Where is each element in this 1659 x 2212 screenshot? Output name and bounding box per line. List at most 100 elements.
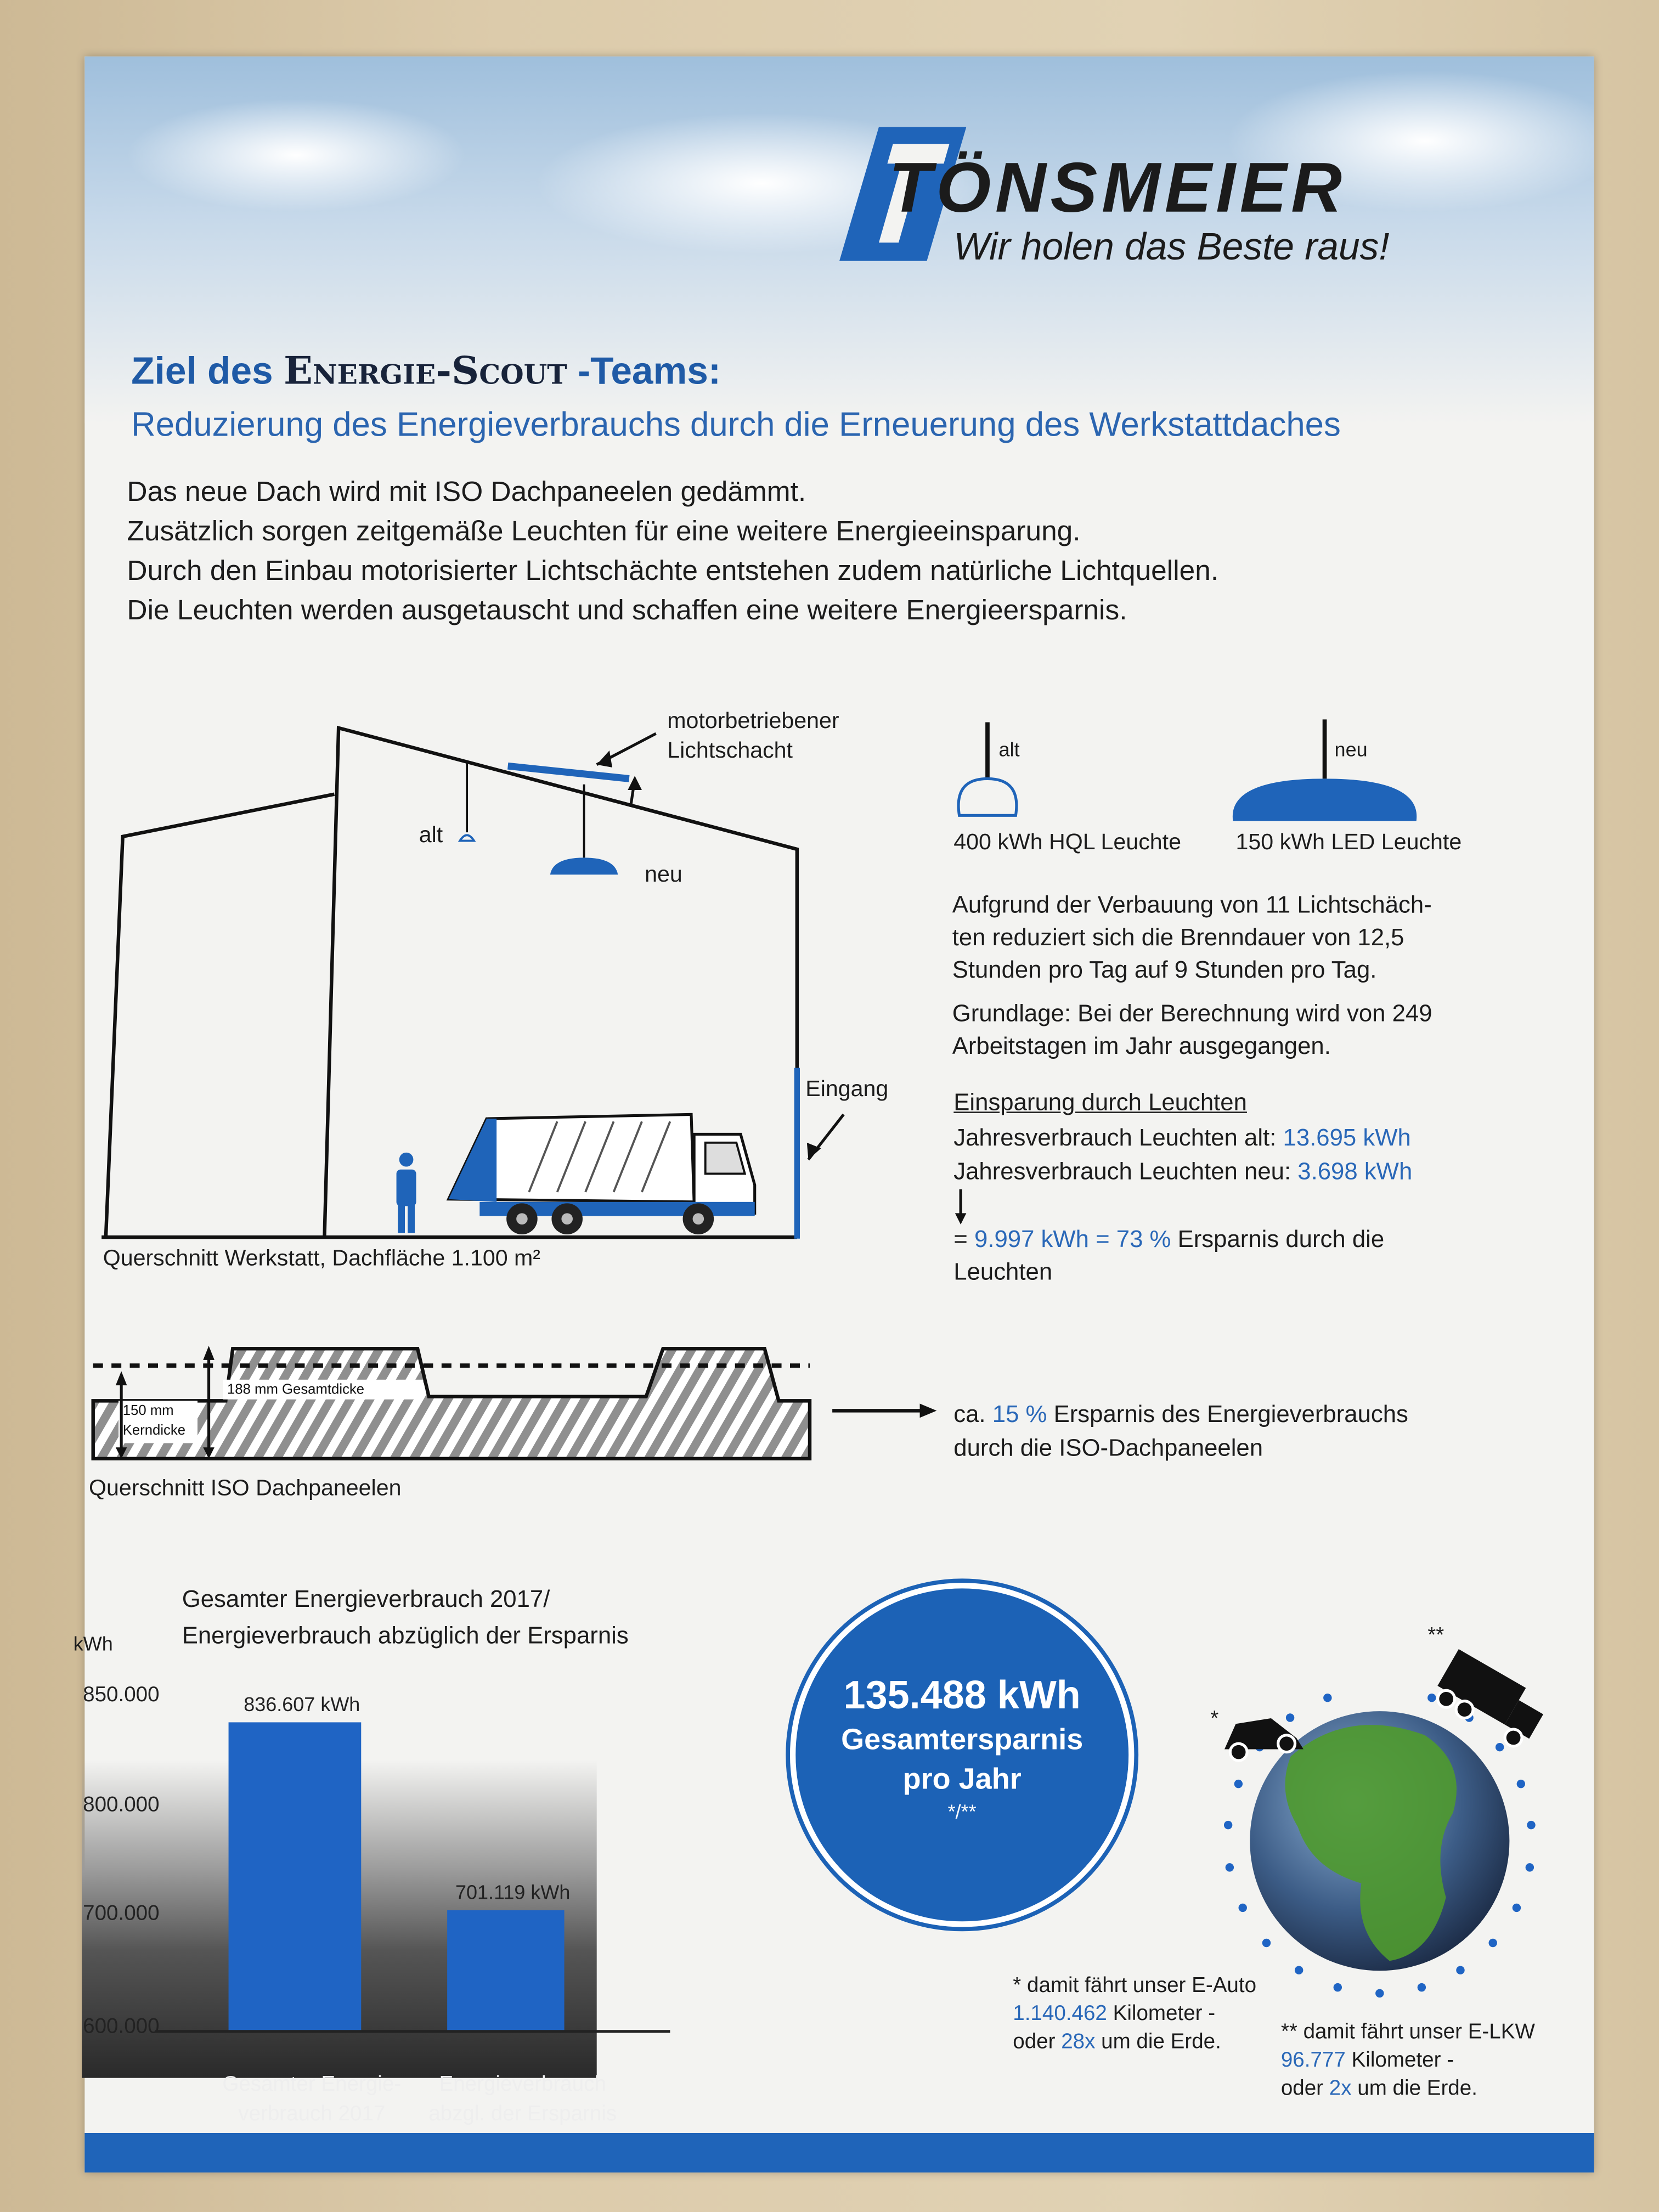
electric-car-icon bbox=[1224, 1718, 1304, 1762]
intro-line: Zusätzlich sorgen zeitgemäße Leuchten fü… bbox=[127, 516, 1081, 548]
skylight-info: ten reduziert sich die Brenndauer von 12… bbox=[952, 924, 1404, 951]
panel-savings-prefix: ca. bbox=[953, 1401, 986, 1428]
orbit-dot bbox=[1525, 1863, 1534, 1872]
orbit-dot bbox=[1527, 1820, 1536, 1830]
lights-savings-text: Ersparnis durch die bbox=[1177, 1226, 1385, 1253]
old-consumption-label: Jahresverbrauch Leuchten alt: bbox=[953, 1124, 1277, 1152]
panel-savings-text: Ersparnis des Energieverbrauchs bbox=[1053, 1401, 1408, 1428]
y-axis-label: kWh bbox=[73, 1632, 113, 1655]
iso-panel-shape bbox=[91, 1347, 812, 1461]
right-arrow-icon bbox=[919, 1403, 937, 1418]
car-footnote: * damit fährt unser E-Auto bbox=[1013, 1973, 1257, 1998]
tonsmeier-logo-icon bbox=[839, 127, 967, 261]
total-savings-period: pro Jahr bbox=[902, 1763, 1022, 1796]
hql-lamp-icon bbox=[957, 722, 1018, 817]
brand-slogan: Wir holen das Beste raus! bbox=[953, 225, 1390, 268]
old-consumption-row: Jahresverbrauch Leuchten alt: 13.695 kWh bbox=[953, 1124, 1411, 1152]
bottom-brand-bar bbox=[84, 2132, 1594, 2172]
x-category-label: abzgl. der Ersparnis bbox=[428, 2102, 617, 2125]
orbit-dot bbox=[1238, 1903, 1247, 1912]
title-prefix: Ziel des bbox=[131, 349, 273, 392]
bar bbox=[447, 1910, 565, 2032]
chart-title: Energieverbrauch abzüglich der Ersparnis bbox=[182, 1622, 629, 1649]
orbit-dot bbox=[1262, 1938, 1271, 1948]
car-earth-rounds: oder 28x um die Erde. bbox=[1013, 2030, 1221, 2054]
truck-footnote: ** damit fährt unser E-LKW bbox=[1280, 2020, 1535, 2044]
total-savings-badge: 135.488 kWh Gesamtersparnis pro Jahr */*… bbox=[789, 1583, 1135, 1927]
truck-footnote-marker: ** bbox=[1427, 1623, 1444, 1648]
old-consumption-value: 13.695 kWh bbox=[1283, 1124, 1411, 1152]
new-lamp-icon bbox=[550, 857, 618, 875]
truck-km-value: 96.777 bbox=[1280, 2048, 1346, 2073]
orbit-dot bbox=[1512, 1903, 1521, 1912]
panel-savings-value: 15 % bbox=[992, 1401, 1047, 1428]
old-lamp-label: alt bbox=[419, 823, 443, 848]
truck-oder: oder bbox=[1280, 2076, 1324, 2101]
panel-caption: Querschnitt ISO Dachpaneelen bbox=[88, 1477, 402, 1501]
bar-data-label: 701.119 kWh bbox=[455, 1881, 570, 1903]
y-tick-label: 600.000 bbox=[83, 2014, 159, 2038]
orbit-dot bbox=[1234, 1779, 1243, 1788]
new-lamp-label: neu bbox=[645, 863, 682, 888]
x-category-label: Gesamter Energie- bbox=[222, 2072, 401, 2096]
person-icon bbox=[396, 1152, 416, 1233]
skylight-info: Aufgrund der Verbauung von 11 Lichtschäc… bbox=[952, 891, 1432, 918]
bar bbox=[228, 1722, 362, 2032]
electric-truck-icon bbox=[1436, 1649, 1544, 1748]
down-arrow-icon bbox=[955, 1213, 967, 1224]
truck-earth-rounds: oder 2x um die Erde. bbox=[1281, 2076, 1477, 2101]
skylight-label: motorbetriebener bbox=[667, 709, 839, 734]
x-category-label: Energieverbrauch bbox=[439, 2072, 606, 2096]
old-lamp-icon bbox=[458, 834, 476, 842]
page-subtitle: Reduzierung des Energieverbrauchs durch … bbox=[131, 406, 1341, 444]
basis-info: Arbeitstagen im Jahr ausgegangen. bbox=[952, 1032, 1331, 1060]
truck-times-value: 2x bbox=[1329, 2076, 1352, 2101]
car-km-value: 1.140.462 bbox=[1013, 2001, 1107, 2026]
orbit-dot bbox=[1417, 1983, 1426, 1992]
entrance-label: Eingang bbox=[805, 1077, 889, 1102]
total-thickness-label: 188 mm Gesamtdicke bbox=[227, 1382, 365, 1398]
new-consumption-label: Jahresverbrauch Leuchten neu: bbox=[953, 1158, 1291, 1185]
y-tick-label: 850.000 bbox=[83, 1683, 159, 1706]
orbit-dot bbox=[1333, 1983, 1342, 1992]
orbit-dot bbox=[1456, 1966, 1465, 1974]
core-thickness-label: 150 mm bbox=[122, 1403, 174, 1419]
garbage-truck-icon bbox=[446, 1113, 757, 1234]
truck-distance: 96.777 Kilometer - bbox=[1281, 2049, 1454, 2073]
chart-title: Gesamter Energieverbrauch 2017/ bbox=[182, 1585, 550, 1613]
panel-savings: ca. 15 % Ersparnis des Energieverbrauchs bbox=[953, 1401, 1408, 1429]
orbit-dot bbox=[1225, 1863, 1234, 1872]
car-km-text: Kilometer - bbox=[1113, 2001, 1216, 2026]
new-lamp-caption: 150 kWh LED Leuchte bbox=[1235, 831, 1462, 855]
page-title: Ziel des Energie-Scout -Teams: bbox=[131, 350, 721, 394]
orbit-dot bbox=[1285, 1713, 1295, 1722]
bar-data-label: 836.607 kWh bbox=[244, 1693, 360, 1716]
new-consumption-row: Jahresverbrauch Leuchten neu: 3.698 kWh bbox=[953, 1158, 1412, 1186]
skylight bbox=[507, 762, 630, 782]
intro-line: Das neue Dach wird mit ISO Dachpaneelen … bbox=[127, 477, 806, 508]
basis-info: Grundlage: Bei der Berechnung wird von 2… bbox=[952, 1000, 1432, 1027]
orbit-dot bbox=[1495, 1742, 1504, 1752]
car-footnote-marker: * bbox=[1210, 1707, 1219, 1731]
panel-savings-text-2: durch die ISO-Dachpaneelen bbox=[953, 1435, 1263, 1462]
car-rest: um die Erde. bbox=[1101, 2030, 1221, 2054]
y-tick-label: 700.000 bbox=[83, 1901, 159, 1925]
car-times-value: 28x bbox=[1061, 2030, 1096, 2054]
car-distance: 1.140.462 Kilometer - bbox=[1013, 2002, 1215, 2026]
old-lamp-caption: 400 kWh HQL Leuchte bbox=[953, 831, 1181, 855]
lights-savings-value: 9.997 kWh = 73 % bbox=[974, 1226, 1171, 1253]
lights-savings-result: = 9.997 kWh = 73 % Ersparnis durch die bbox=[953, 1226, 1384, 1254]
orbit-dot bbox=[1488, 1938, 1497, 1948]
orbit-dot bbox=[1294, 1966, 1304, 1974]
new-lamp-tag: neu bbox=[1334, 737, 1368, 760]
equals-sign: = bbox=[953, 1226, 968, 1253]
orbit-dot bbox=[1516, 1779, 1526, 1788]
led-lamp-icon bbox=[1232, 719, 1417, 821]
total-savings-value: 135.488 kWh bbox=[843, 1673, 1081, 1717]
total-savings-marker: */** bbox=[947, 1800, 977, 1823]
lights-savings-text-2: Leuchten bbox=[953, 1258, 1053, 1285]
